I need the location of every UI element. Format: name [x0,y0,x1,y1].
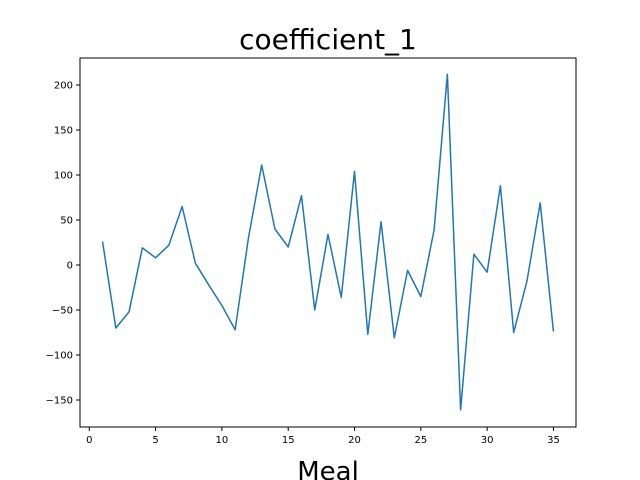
data-point [301,195,303,197]
y-tick-label: 100 [54,171,73,182]
data-point [142,247,144,249]
data-point [500,185,502,187]
y-axis: −150 −100 −50 0 50 100 150 200 [46,81,80,407]
data-point [340,297,342,299]
data-point [539,202,541,204]
data-point [102,241,104,243]
x-tick-label: 0 [86,435,92,446]
plot-frame [79,57,577,428]
x-tick-label: 15 [282,435,295,446]
data-point [447,73,449,75]
data-point [314,309,316,311]
data-point [287,246,289,248]
data-point [460,409,462,411]
data-point [181,206,183,208]
data-point [208,284,210,286]
y-tick-label: 200 [54,81,73,92]
data-point [433,229,435,231]
y-tick-label: 50 [60,216,73,227]
data-point [248,237,250,239]
data-point [274,228,276,230]
data-point [327,234,329,236]
data-point [155,257,157,259]
data-point [234,329,236,331]
y-tick-label: 150 [54,126,73,137]
x-tick-label: 20 [348,435,361,446]
x-tick-label: 25 [414,435,427,446]
data-point [407,270,409,272]
y-tick-label: −150 [46,396,73,407]
data-point [473,253,475,255]
x-axis: 0 5 10 15 20 25 30 35 [86,427,560,446]
data-point [553,331,555,333]
data-point [128,311,130,313]
data-point [394,337,396,339]
data-point [420,296,422,298]
data-point [261,164,263,166]
chart-title: coefficient_1 [239,23,417,56]
data-point [380,221,382,223]
data-point [513,332,515,334]
x-tick-label: 10 [216,435,229,446]
data-point [526,280,528,282]
data-point [354,171,356,173]
x-axis-label: Meal [297,457,359,480]
data-point [195,262,197,264]
plot-area [101,73,555,411]
y-tick-label: 0 [67,261,73,272]
x-tick-label: 35 [547,435,560,446]
data-point [168,244,170,246]
data-point [115,327,117,329]
data-point [221,305,223,307]
series-line [101,73,555,411]
data-point [486,271,488,273]
data-point [367,334,369,336]
y-tick-label: −100 [46,351,73,362]
y-tick-label: −50 [52,306,73,317]
x-tick-label: 30 [481,435,494,446]
x-tick-label: 5 [152,435,158,446]
